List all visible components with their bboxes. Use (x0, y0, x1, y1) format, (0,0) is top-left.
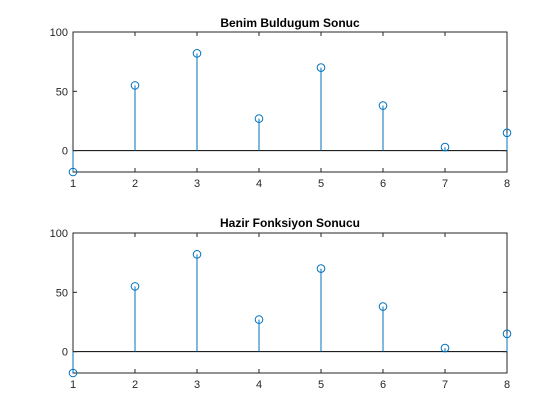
top-ytick-label: 50 (56, 86, 68, 98)
bottom-ytick-label: 50 (56, 287, 68, 299)
bottom-xtick-label: 1 (70, 379, 76, 391)
top-stem-marker (378, 101, 388, 110)
bottom-stem-marker (502, 329, 512, 339)
top-ytick-label: 0 (62, 146, 68, 158)
bottom-ytick-label: 100 (50, 228, 68, 240)
bottom-xtick-label: 6 (380, 379, 386, 391)
top-stem-marker (130, 81, 140, 90)
top-ytick-label: 100 (50, 27, 68, 39)
top-stem-marker (254, 114, 264, 123)
top-stem-marker (440, 142, 450, 152)
bottom-stem-marker (68, 368, 78, 378)
bottom-xtick-label: 5 (318, 379, 324, 391)
bottom-xtick-label: 3 (194, 379, 200, 391)
top-stem-marker (502, 128, 512, 138)
bottom-xtick-label: 8 (504, 379, 510, 391)
bottom-xtick-label: 7 (442, 379, 448, 391)
top-stem-marker (316, 63, 326, 72)
top-stem-marker (192, 49, 202, 58)
bottom-stem-marker (378, 302, 388, 311)
subplot-top-title: Benim Buldugum Sonuc (220, 16, 360, 30)
top-xtick-label: 5 (318, 178, 324, 190)
subplot-bottom-axes: 1 2 3 4 5 6 7 8 0 50 100 (50, 228, 512, 391)
bottom-xtick-label: 4 (256, 379, 262, 391)
top-xtick-label: 6 (380, 178, 386, 190)
bottom-stem-marker (192, 250, 202, 259)
top-xtick-label: 4 (256, 178, 262, 190)
top-xtick-label: 1 (70, 178, 76, 190)
top-stem-marker (68, 167, 78, 177)
top-xtick-label: 8 (504, 178, 510, 190)
bottom-xtick-label: 2 (132, 379, 138, 391)
subplot-top-axes: 1 2 3 4 5 6 7 8 0 50 100 (50, 27, 512, 190)
bottom-stem-marker (316, 264, 326, 273)
subplot-bottom: Hazir Fonksiyon Sonucu 1 2 3 4 5 6 7 8 0 50 100 (50, 216, 512, 391)
top-axes-frame (72, 31, 508, 173)
top-xtick-label: 3 (194, 178, 200, 190)
top-xtick-label: 2 (132, 178, 138, 190)
top-xtick-label: 7 (442, 178, 448, 190)
bottom-stem-marker (254, 315, 264, 324)
subplot-bottom-title: Hazir Fonksiyon Sonucu (220, 216, 360, 230)
bottom-stem-marker (440, 343, 450, 353)
bottom-stem-marker (130, 282, 140, 291)
bottom-axes-frame (72, 232, 508, 374)
bottom-ytick-label: 0 (62, 347, 68, 359)
subplot-top: Benim Buldugum Sonuc 1 2 3 4 5 6 7 8 0 50 100 (50, 16, 512, 190)
